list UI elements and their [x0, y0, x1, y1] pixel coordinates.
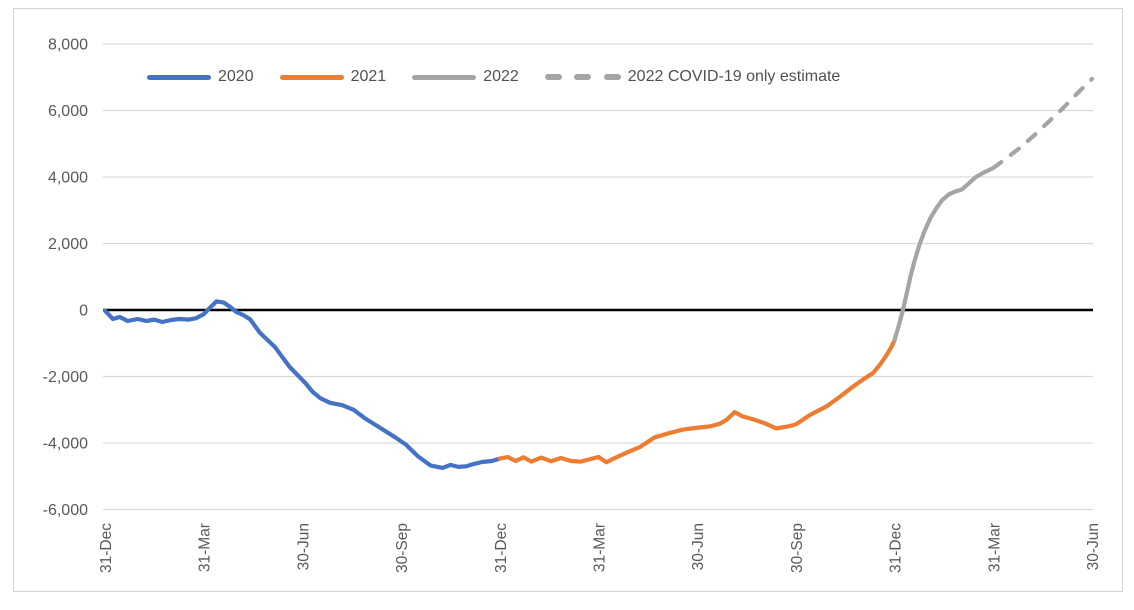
y-tick-label: 8,000: [48, 37, 88, 54]
legend-dash-segment: [603, 74, 621, 80]
legend-label-2022: 2022: [483, 68, 519, 85]
legend-item-2020[interactable]: 2020: [147, 68, 254, 86]
x-tick-label: 30-Jun: [690, 523, 707, 570]
x-tick-label: 31-Dec: [888, 523, 905, 573]
x-tick-label: 30-Sep: [789, 523, 806, 573]
x-tick-label: 30-Jun: [1085, 523, 1102, 570]
chart-frame: [13, 8, 1123, 592]
legend-swatch-dashed-line: [544, 74, 621, 80]
legend: 2020 2021 2022 2022 COVID-19 only estima…: [147, 66, 840, 88]
series-line-2021[interactable]: [497, 337, 897, 465]
series-line-2020[interactable]: [102, 299, 502, 470]
series-line-2022-covid-19-only-estimate[interactable]: [991, 76, 1095, 171]
series-line-2022[interactable]: [892, 165, 996, 342]
x-tick-label: 31-Mar: [592, 523, 609, 572]
y-tick-label: -6,000: [43, 502, 88, 519]
x-tick-label: 31-Mar: [197, 523, 214, 572]
legend-label-2020: 2020: [218, 68, 254, 85]
y-tick-label: 0: [79, 303, 88, 320]
y-tick-label: -4,000: [43, 436, 88, 453]
legend-label-2021: 2021: [350, 68, 387, 85]
x-tick-label: 31-Mar: [986, 523, 1003, 572]
y-tick-label: 6,000: [48, 103, 88, 120]
x-tick-label: 31-Dec: [98, 523, 115, 573]
legend-swatch-2020-line: [147, 74, 211, 80]
legend-item-2022[interactable]: 2022: [412, 68, 519, 86]
legend-swatch-2022-line: [412, 74, 477, 80]
legend-item-2021[interactable]: 2021: [279, 68, 387, 86]
y-tick-label: -2,000: [43, 369, 88, 386]
legend-swatch-2021-line: [279, 74, 344, 80]
legend-dash-segment: [574, 74, 592, 80]
y-tick-label: 2,000: [48, 236, 88, 253]
x-tick-label: 30-Jun: [295, 523, 312, 570]
legend-dash-segment: [544, 74, 562, 80]
x-tick-label: 31-Dec: [493, 523, 510, 573]
x-tick-label: 30-Sep: [394, 523, 411, 573]
legend-label-2022-covid-estimate: 2022 COVID-19 only estimate: [627, 68, 841, 85]
y-tick-label: 4,000: [48, 170, 88, 187]
legend-item-2022-covid-estimate[interactable]: 2022 COVID-19 only estimate: [544, 68, 841, 86]
